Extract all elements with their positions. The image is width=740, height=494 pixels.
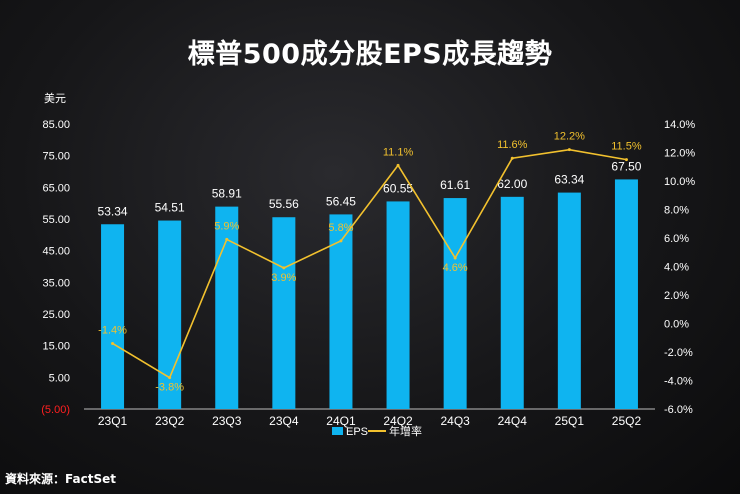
growth-label: 5.9% <box>214 220 239 232</box>
eps-bar <box>329 214 353 409</box>
x-tick-label: 23Q3 <box>212 414 242 428</box>
eps-bar-label: 54.51 <box>155 201 185 215</box>
legend-eps-label: EPS <box>346 426 368 438</box>
right-tick-label: 2.0% <box>664 290 689 302</box>
x-tick-label: 24Q3 <box>440 414 470 428</box>
left-tick-label: 35.00 <box>42 277 70 289</box>
eps-bar <box>557 192 581 409</box>
left-tick-label: 15.00 <box>42 341 70 353</box>
eps-bar-label: 63.34 <box>554 173 584 187</box>
eps-bar-label: 53.34 <box>98 204 128 218</box>
growth-point <box>225 237 229 241</box>
growth-labels: -1.4% -3.8% 5.9% 3.9% 5.8% 11.1% 4.6% 11.6% 12.2… <box>98 131 642 394</box>
growth-label: 11.5% <box>611 141 642 153</box>
left-tick-label: 85.00 <box>42 119 70 131</box>
growth-label: 11.6% <box>497 139 528 151</box>
right-tick-label: 6.0% <box>664 233 689 245</box>
growth-point <box>396 163 400 167</box>
x-tick-label: 25Q2 <box>612 414 642 428</box>
left-axis-unit: 美元 <box>44 92 66 105</box>
chart-title: 標普500成分股EPS成長趨勢 <box>187 39 553 70</box>
growth-point <box>339 239 343 243</box>
eps-bar-label: 67.50 <box>611 159 641 173</box>
left-tick-label: 5.00 <box>49 372 70 384</box>
right-tick-label: 10.0% <box>664 176 695 188</box>
x-tick-label: 24Q4 <box>498 414 528 428</box>
legend-eps-swatch <box>332 427 343 435</box>
left-tick-label: 75.00 <box>42 151 70 163</box>
growth-label: 12.2% <box>554 131 585 143</box>
eps-bar-label: 60.55 <box>383 181 413 195</box>
source-note: 資料來源：FactSet <box>5 472 116 486</box>
eps-bar <box>272 217 296 409</box>
legend-growth-label: 年增率 <box>389 424 422 438</box>
left-tick-label: 25.00 <box>42 309 70 321</box>
x-tick-label: 24Q2 <box>383 414 413 428</box>
growth-point <box>510 156 514 160</box>
eps-bar-label: 55.56 <box>269 197 299 211</box>
right-axis: -6.0% -4.0% -2.0% 0.0% 2.0% 4.0% 6.0% 8.0% 10.0%… <box>664 119 695 416</box>
growth-point <box>567 148 571 152</box>
growth-label: -1.4% <box>98 324 127 336</box>
right-tick-label: 14.0% <box>664 119 695 131</box>
left-axis: (5.00) 5.00 15.00 25.00 35.00 45.00 55.00 65.00… <box>41 119 70 416</box>
eps-bar <box>386 201 410 409</box>
right-tick-label: -4.0% <box>664 376 693 388</box>
eps-bar-label: 62.00 <box>497 177 527 191</box>
growth-point <box>624 158 628 162</box>
right-tick-label: -6.0% <box>664 404 693 416</box>
growth-label: 3.9% <box>271 272 296 284</box>
left-tick-label: 65.00 <box>42 182 70 194</box>
eps-bar <box>101 224 125 409</box>
legend: EPS 年增率 <box>332 424 422 438</box>
eps-bar <box>614 179 638 409</box>
growth-series-line <box>112 148 627 379</box>
eps-bar <box>500 196 524 409</box>
eps-bars <box>101 179 638 409</box>
x-tick-label: 23Q2 <box>155 414 185 428</box>
eps-bar-label: 58.91 <box>212 187 242 201</box>
eps-bar <box>215 206 239 409</box>
growth-point <box>453 256 457 260</box>
growth-label: 11.1% <box>383 146 414 158</box>
growth-label: -3.8% <box>155 382 184 394</box>
right-tick-label: -2.0% <box>664 347 693 359</box>
left-tick-label: 55.00 <box>42 214 70 226</box>
growth-point <box>282 266 286 270</box>
x-tick-label: 24Q1 <box>326 414 356 428</box>
right-tick-label: 4.0% <box>664 262 689 274</box>
x-tick-label: 23Q4 <box>269 414 299 428</box>
eps-bar <box>443 198 467 409</box>
right-tick-label: 8.0% <box>664 205 689 217</box>
right-tick-label: 12.0% <box>664 148 695 160</box>
x-axis: 23Q1 23Q2 23Q3 23Q4 24Q1 24Q2 24Q3 24Q4 25Q1 25Q2 <box>84 408 655 428</box>
growth-line <box>111 148 628 380</box>
eps-bar-labels: 53.34 54.51 58.91 55.56 56.45 60.55 61.61 62.00… <box>98 159 642 218</box>
eps-bar-label: 56.45 <box>326 194 356 208</box>
x-tick-label: 25Q1 <box>555 414 585 428</box>
x-tick-label: 23Q1 <box>98 414 128 428</box>
right-tick-label: 0.0% <box>664 319 689 331</box>
eps-bar-label: 61.61 <box>440 178 470 192</box>
growth-point <box>168 376 172 380</box>
left-tick-label: 45.00 <box>42 246 70 258</box>
growth-point <box>111 341 115 345</box>
growth-label: 5.8% <box>328 222 353 234</box>
growth-label: 4.6% <box>443 262 468 274</box>
left-tick-label: (5.00) <box>41 404 70 416</box>
